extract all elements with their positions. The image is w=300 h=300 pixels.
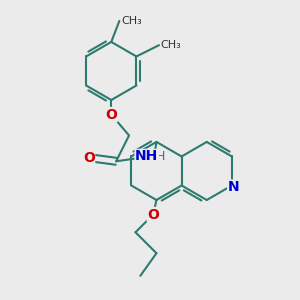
Text: CH₃: CH₃ bbox=[160, 40, 182, 50]
Text: N: N bbox=[228, 180, 239, 194]
Text: O: O bbox=[105, 107, 117, 122]
Text: H: H bbox=[155, 150, 165, 163]
Text: O: O bbox=[83, 151, 94, 165]
Text: O: O bbox=[147, 208, 159, 221]
Text: CH₃: CH₃ bbox=[121, 16, 142, 26]
Text: NH: NH bbox=[135, 149, 158, 164]
